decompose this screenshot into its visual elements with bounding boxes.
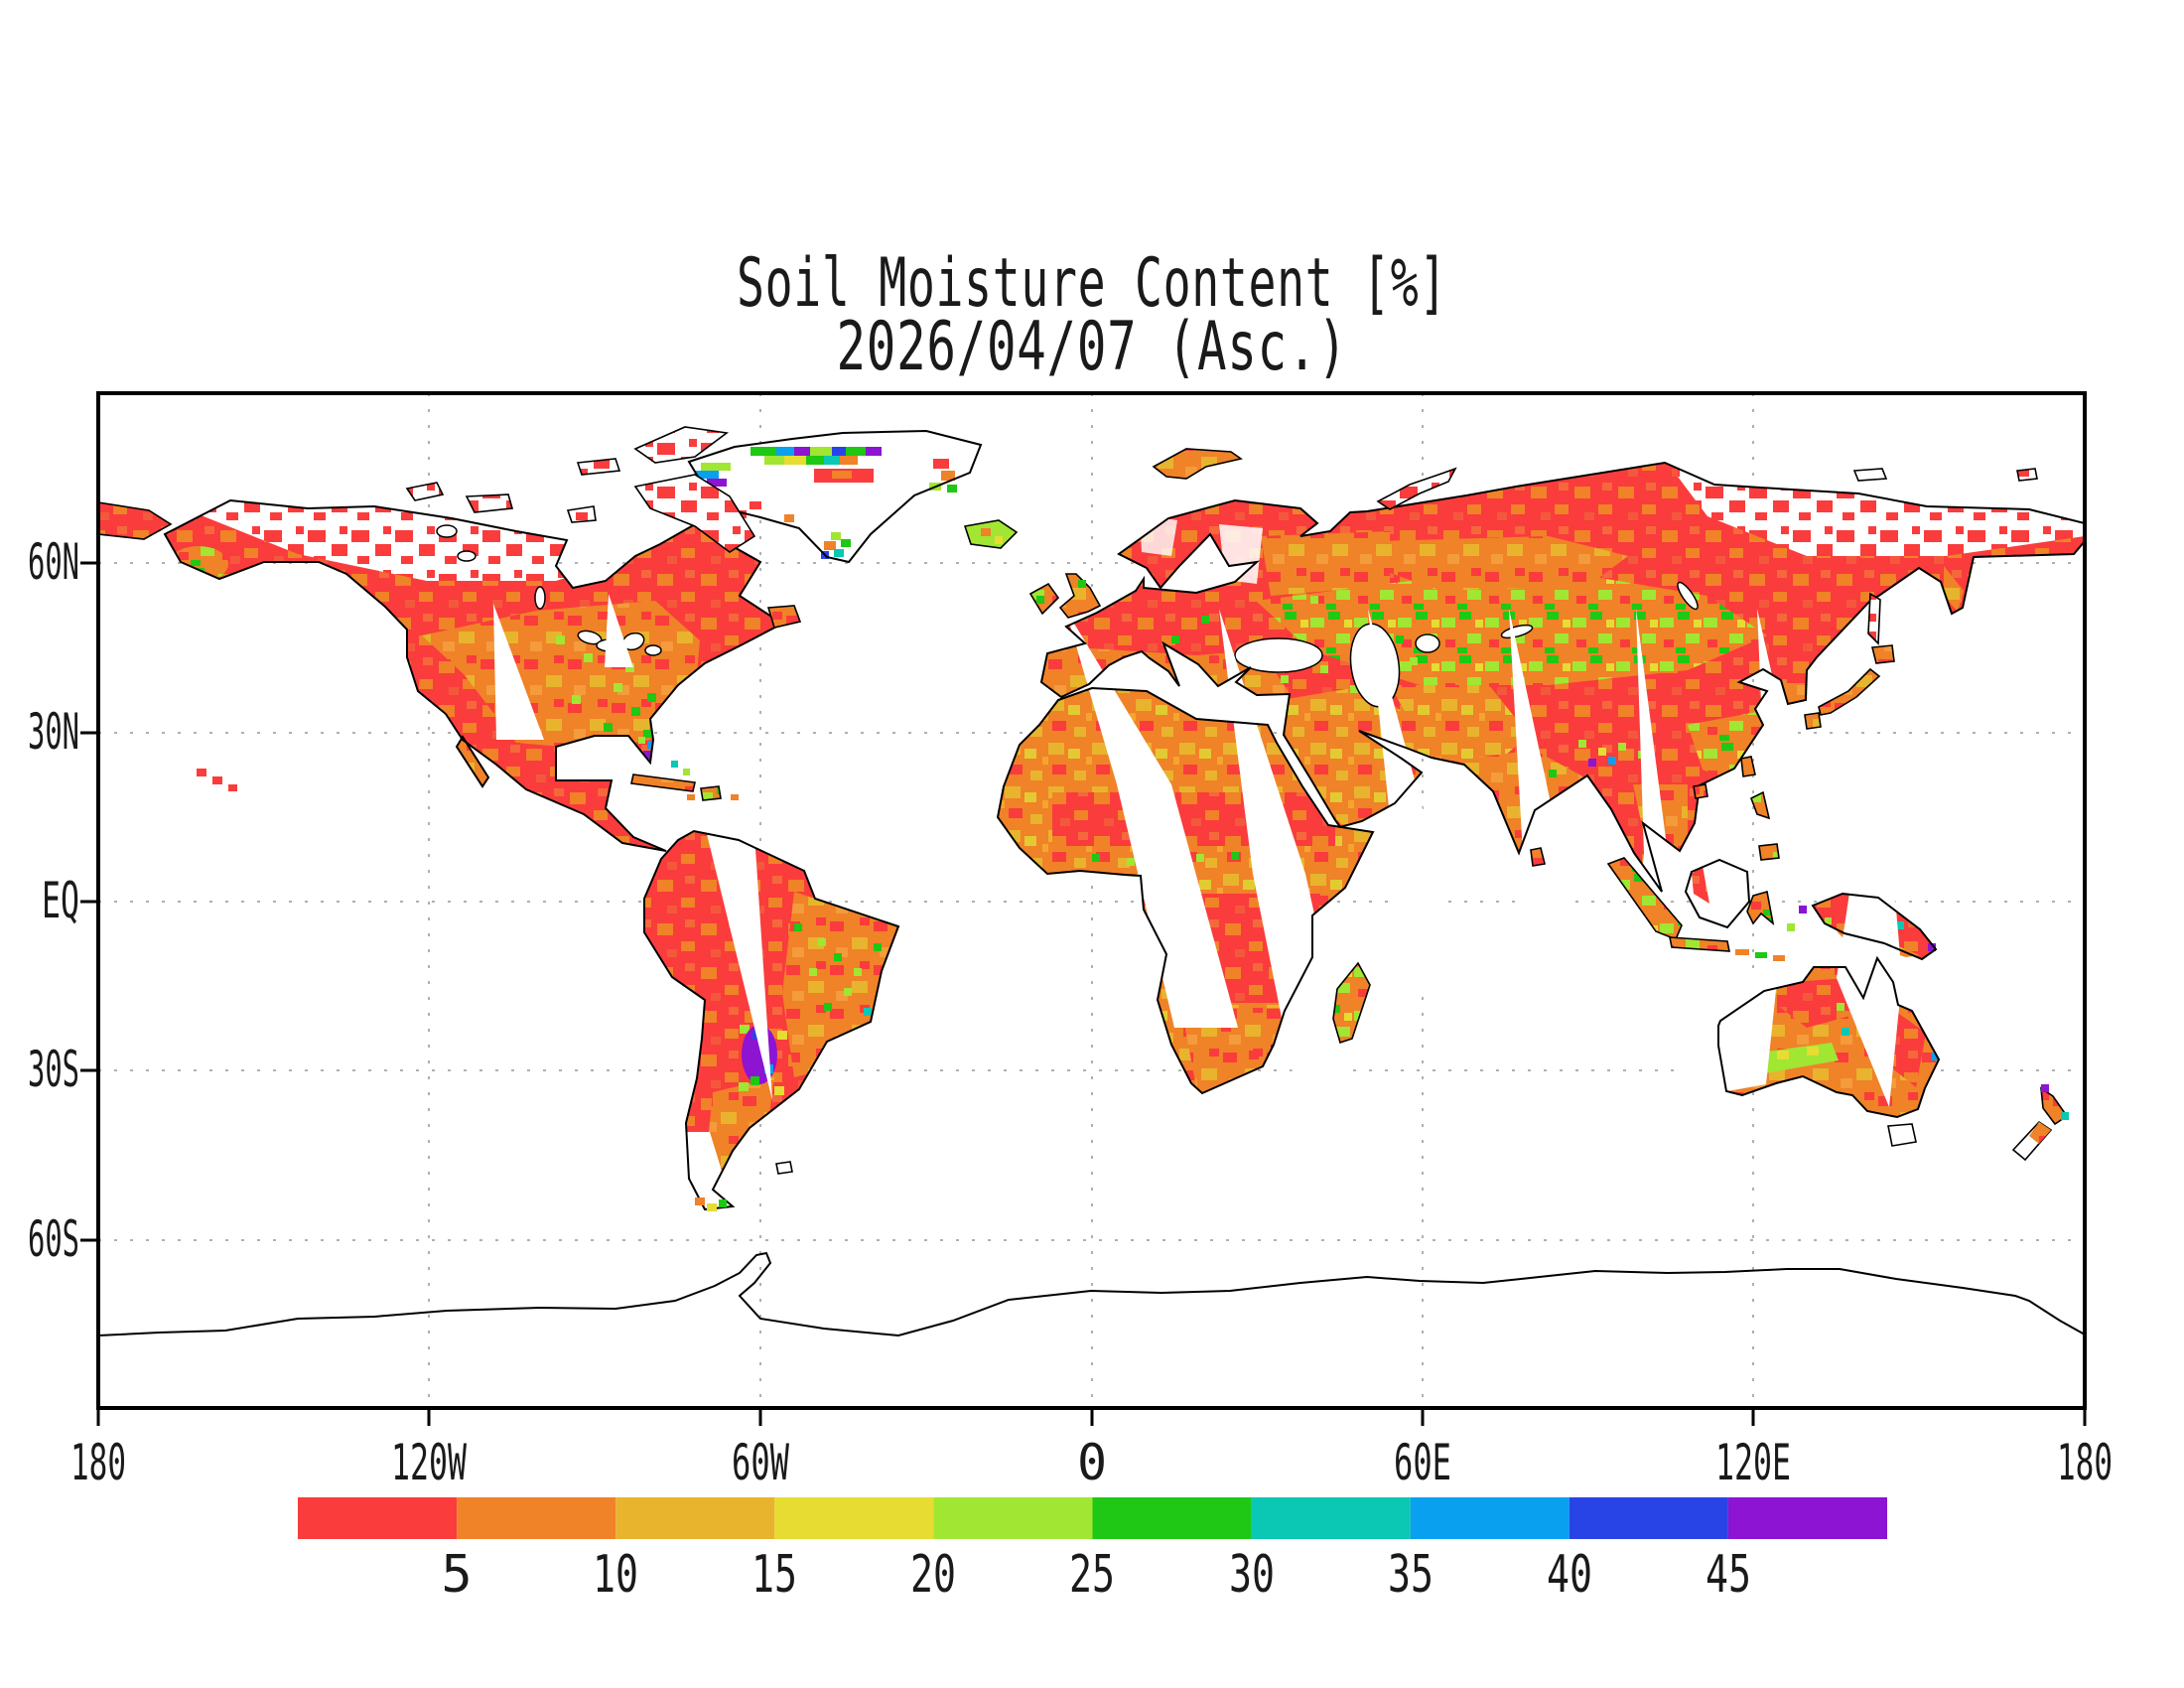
colorbar-segment-3: [615, 1497, 775, 1539]
colorbar-label-15: 15: [751, 1545, 797, 1605]
lon-label-0: 0: [1077, 1434, 1107, 1491]
lon-label-60w: 60W: [732, 1434, 790, 1491]
lon-label-180e: 180: [2057, 1434, 2113, 1491]
lat-label-30n: 30N: [28, 703, 79, 761]
colorbar-segment-10: [1727, 1497, 1887, 1539]
y-axis-labels: 60N 30N EQ 30S 60S: [28, 533, 79, 1268]
small-island-specks: [197, 528, 2069, 1211]
colorbar-segment-1: [298, 1497, 458, 1539]
lon-label-180w: 180: [70, 1434, 126, 1491]
colorbar-segment-8: [1410, 1497, 1570, 1539]
lon-label-120e: 120E: [1715, 1434, 1791, 1491]
colorbar-label-45: 45: [1706, 1545, 1751, 1605]
colorbar-segment-2: [457, 1497, 616, 1539]
colorbar-label-25: 25: [1069, 1545, 1115, 1605]
colorbar-segment-9: [1569, 1497, 1728, 1539]
colorbar-label-40: 40: [1547, 1545, 1592, 1605]
colorbar-tick-labels: 5 10 15 20 25 30 35 40 45: [441, 1545, 1751, 1605]
colorbar-segment-5: [933, 1497, 1093, 1539]
lat-label-60s: 60S: [28, 1210, 79, 1268]
colorbar-label-10: 10: [593, 1545, 638, 1605]
chart-subtitle-date: 2026/04/07 (Asc.): [837, 308, 1348, 386]
coastlines: [97, 430, 2086, 1337]
lat-label-30s: 30S: [28, 1041, 79, 1098]
axis-ticks: [80, 561, 2087, 1426]
colorbar-segment-4: [774, 1497, 934, 1539]
colorbar-label-35: 35: [1388, 1545, 1433, 1605]
south-america-regions: [683, 892, 898, 1209]
map-panel: [80, 391, 2087, 1426]
lat-label-60n: 60N: [28, 533, 79, 591]
chart-title: Soil Moisture Content [%]: [737, 244, 1447, 323]
colorbar-label-20: 20: [910, 1545, 956, 1605]
colorbar-label-5: 5: [441, 1545, 472, 1605]
colorbar: 5 10 15 20 25 30 35 40 45: [298, 1497, 1887, 1605]
lat-label-eq: EQ: [42, 872, 79, 929]
colorbar-segment-7: [1251, 1497, 1411, 1539]
greenland-margin-data: [695, 447, 957, 559]
lon-label-120w: 120W: [391, 1434, 468, 1491]
antarctica-coastline: [97, 1251, 2086, 1337]
swath-gap-wedges: [493, 594, 1902, 1112]
colorbar-label-30: 30: [1229, 1545, 1275, 1605]
lon-label-60e: 60E: [1394, 1434, 1451, 1491]
x-axis-labels: 180 120W 60W 0 60E 120E 180: [70, 1434, 2113, 1491]
colorbar-segment-6: [1092, 1497, 1252, 1539]
